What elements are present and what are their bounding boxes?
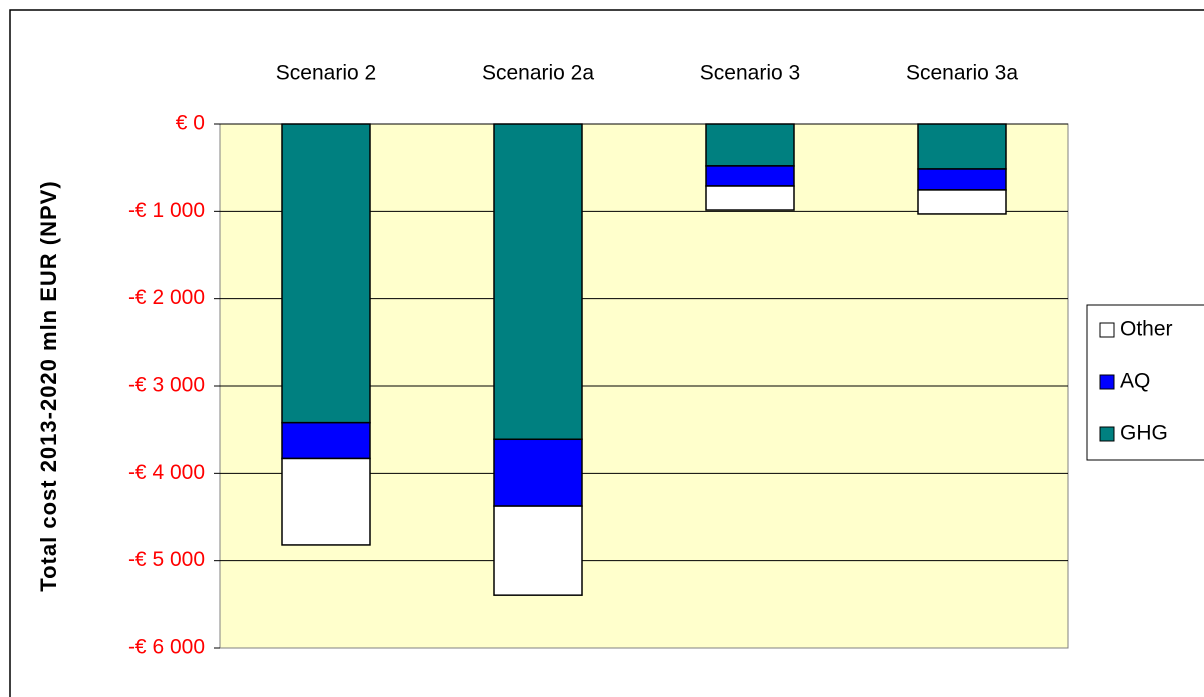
bar-segment (705, 185, 795, 211)
bar-segment (281, 421, 371, 460)
bar-segment (493, 123, 583, 441)
y-tick-label: -€ 1 000 (128, 199, 205, 222)
y-axis-title: Total cost 2013-2020 mln EUR (NPV) (36, 180, 61, 591)
bar-segment (917, 123, 1007, 170)
x-tick-label: Scenario 3a (906, 62, 1018, 85)
legend-swatch (1099, 374, 1115, 390)
legend-label: Other (1120, 318, 1173, 341)
y-tick-label: € 0 (176, 112, 205, 135)
legend-label: GHG (1120, 422, 1168, 445)
y-tick-label: -€ 6 000 (128, 636, 205, 659)
bar-segment (705, 165, 795, 187)
x-tick-label: Scenario 2a (482, 62, 594, 85)
x-tick-label: Scenario 2 (276, 62, 376, 85)
y-tick-label: -€ 3 000 (128, 374, 205, 397)
bar-segment (917, 168, 1007, 191)
y-tick-label: -€ 4 000 (128, 461, 205, 484)
bar-segment (281, 457, 371, 546)
y-tick-label: -€ 5 000 (128, 548, 205, 571)
legend-label: AQ (1120, 370, 1150, 393)
bar-segment (493, 438, 583, 507)
bar-segment (281, 123, 371, 424)
bar-segment (705, 123, 795, 167)
legend-swatch (1099, 322, 1115, 338)
bar-segment (493, 505, 583, 596)
bar-segment (917, 189, 1007, 215)
legend-swatch (1099, 426, 1115, 442)
x-tick-label: Scenario 3 (700, 62, 800, 85)
y-tick-label: -€ 2 000 (128, 286, 205, 309)
